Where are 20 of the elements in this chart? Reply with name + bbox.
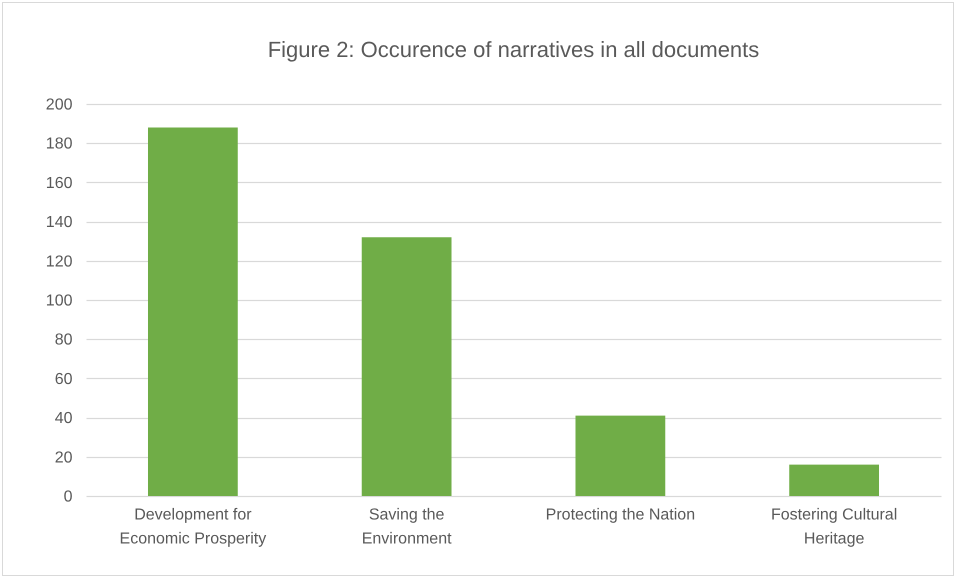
y-tick-label: 200 (46, 96, 73, 114)
y-tick-label: 160 (46, 174, 73, 192)
y-tick-label: 20 (54, 449, 73, 466)
y-tick-label: 100 (46, 292, 73, 310)
x-tick-label: Protecting the Nation (546, 506, 696, 524)
bar (789, 464, 880, 496)
y-tick-label: 0 (64, 488, 73, 506)
x-tick-label: Development for Economic Prosperity (120, 506, 266, 548)
x-tick-label: Fostering Cultural Heritage (770, 506, 898, 548)
y-tick-label: 180 (46, 136, 73, 153)
bar (575, 416, 666, 496)
y-tick-label: 80 (54, 332, 73, 349)
y-tick-label: 40 (54, 410, 73, 428)
y-tick-label: 60 (54, 370, 73, 388)
bar (148, 128, 238, 496)
bar (362, 237, 452, 496)
chart-title: Figure 2: Occurence of narratives in all documents (268, 37, 760, 62)
x-tick-label: Saving the Environment (362, 506, 452, 548)
y-tick-label: 120 (46, 253, 73, 270)
y-tick-label: 140 (46, 214, 73, 232)
